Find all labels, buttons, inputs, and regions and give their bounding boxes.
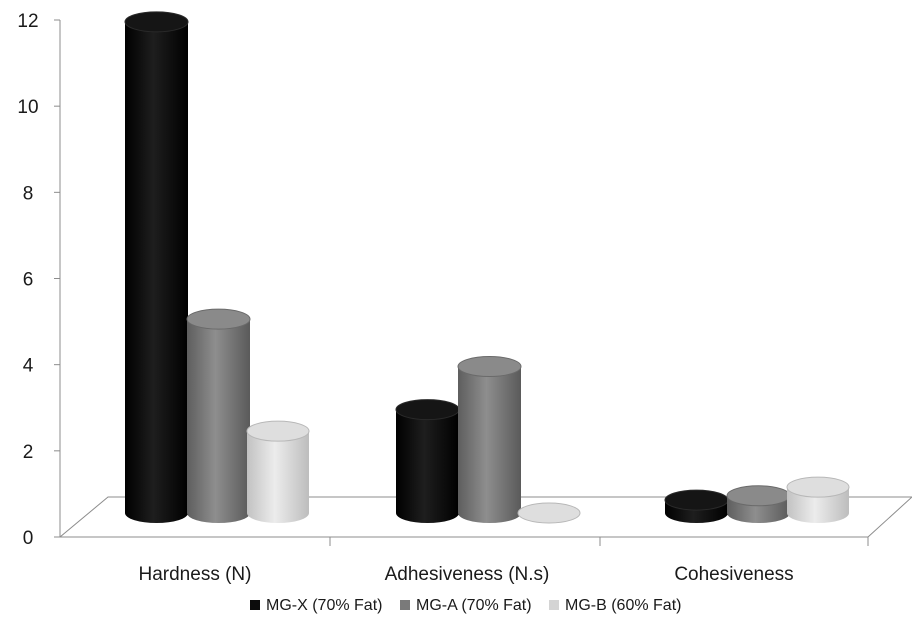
category-label: Cohesiveness [674, 564, 793, 585]
y-tick-label: 0 [23, 528, 34, 549]
bar-top [726, 485, 791, 507]
bar-top [124, 11, 189, 33]
bar [786, 476, 850, 523]
category-label: Adhesiveness (N.s) [385, 564, 550, 585]
bar-body [125, 21, 188, 523]
legend-item: MG-X (70% Fat) [250, 597, 382, 614]
bar-top [786, 476, 850, 498]
bar-top [664, 489, 729, 511]
legend-item: MG-A (70% Fat) [400, 597, 532, 614]
bar-top [246, 420, 310, 442]
bar-body [396, 409, 459, 523]
y-tick-label: 2 [23, 442, 34, 463]
bar-top [517, 502, 581, 524]
bar-top [186, 308, 251, 330]
legend-item: MG-B (60% Fat) [549, 597, 681, 614]
bar-body [187, 319, 250, 523]
legend-label: MG-A (70% Fat) [416, 597, 532, 614]
bar-body [247, 431, 309, 523]
category-label: Hardness (N) [139, 564, 252, 585]
legend: MG-X (70% Fat) MG-A (70% Fat) MG-B (60% Fa… [250, 597, 681, 614]
bar [517, 502, 581, 524]
y-tick-label: 12 [17, 11, 38, 32]
bar [246, 420, 310, 523]
legend-swatch [400, 600, 410, 610]
bar [664, 489, 729, 523]
y-ticks: 0 2 4 6 8 10 12 [17, 11, 60, 549]
y-tick-label: 10 [17, 97, 38, 118]
y-tick-label: 4 [23, 356, 34, 377]
legend-swatch [549, 600, 559, 610]
bar-top [457, 356, 522, 378]
bar [457, 356, 522, 523]
bar [124, 11, 189, 523]
legend-label: MG-X (70% Fat) [266, 597, 382, 614]
bars [124, 11, 850, 524]
legend-label: MG-B (60% Fat) [565, 597, 681, 614]
bar [395, 399, 460, 523]
bar-top [395, 399, 460, 421]
legend-swatch [250, 600, 260, 610]
category-labels: Hardness (N) Adhesiveness (N.s) Cohesivene… [139, 564, 794, 585]
y-tick-label: 6 [23, 270, 34, 291]
bar-body [458, 366, 521, 523]
bar [726, 485, 791, 523]
bar [186, 308, 251, 523]
y-tick-label: 8 [23, 183, 34, 204]
x-ticks [329, 537, 869, 546]
